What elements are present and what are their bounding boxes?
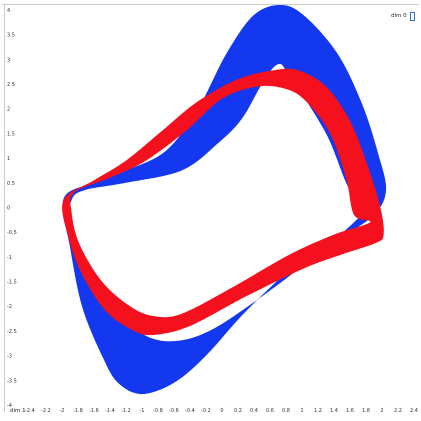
y-tick-label: 1 [7,156,10,162]
x-tick-label: -0.2 [201,408,211,414]
y-tick-label: 3.5 [7,33,15,39]
y-tick-label: 1.5 [7,131,15,137]
x-tick-label: -2.4 [25,408,35,414]
x-tick-label: -1.2 [121,408,131,414]
x-tick-label: 0.6 [266,408,274,414]
y-tick-label: 0.5 [7,181,15,187]
x-tick-label: -2.2 [41,408,51,414]
y-tick-label: -4 [7,403,12,409]
dimension-selector[interactable]: dim 0 [391,11,415,21]
blue-band [62,4,387,395]
y-tick-label: -0.5 [7,230,17,236]
x-tick-label: 1.8 [362,408,370,414]
x-tick-label: -2 [60,408,65,414]
x-tick-label: -0.4 [185,408,195,414]
x-tick-label: 1.4 [330,408,338,414]
x-tick-label: -0.8 [153,408,163,414]
y-tick-label: 2 [7,107,10,113]
x-tick-label: 2 [380,408,383,414]
x-tick-label: -1.8 [73,408,83,414]
y-tick-label: 4 [7,8,10,14]
y-tick-label: -1.5 [7,280,17,286]
x-tick-label: 0.2 [234,408,242,414]
y-tick-label: -3.5 [7,378,17,384]
x-tick-label: -1 [140,408,145,414]
x-axis-label: dim 1 [10,408,26,414]
y-tick-label: 0 [7,206,10,212]
x-tick-label: 1.2 [314,408,322,414]
y-axis-ticks: 4 3.5 3 2.5 2 1.5 1 0.5 0 -0.5 -1 -1.5 -2 -2.5 -3 -3.5 -… [7,8,17,409]
x-tick-label: 2.4 [410,408,418,414]
x-tick-label: 1.6 [346,408,354,414]
x-tick-label: 2.2 [394,408,402,414]
y-tick-label: -1 [7,255,12,261]
x-tick-label: 0 [220,408,223,414]
dimension-selector-box[interactable] [409,11,415,21]
red-band [62,68,384,336]
y-tick-label: -3 [7,354,12,360]
dimension-selector-label: dim 0 [391,13,407,19]
x-axis-ticks: -2.4 -2.2 -2 -1.8 -1.6 -1.4 -1.2 -1 -0.8 -0.6 -0.4… [25,408,418,414]
x-tick-label: 0.8 [282,408,290,414]
x-tick-label: -1.6 [89,408,99,414]
y-tick-label: 2.5 [7,82,15,88]
x-tick-label: -0.6 [169,408,179,414]
x-tick-label: 1 [300,408,303,414]
x-tick-label: -1.4 [105,408,115,414]
y-tick-label: -2.5 [7,329,17,335]
data-bands [62,4,387,395]
y-tick-label: -2 [7,304,12,310]
y-tick-label: 3 [7,57,10,63]
x-tick-label: 0.4 [250,408,258,414]
